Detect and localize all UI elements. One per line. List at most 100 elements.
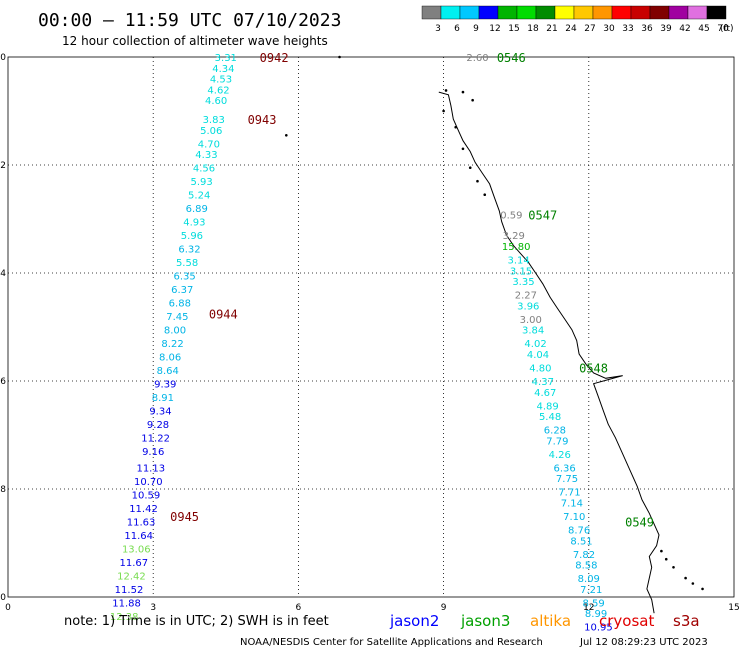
wave-height-label: 7.45 xyxy=(166,312,188,323)
wave-height-label: 8.06 xyxy=(159,353,181,364)
wave-height-label: 11.67 xyxy=(120,558,149,569)
wave-height-label: 4.26 xyxy=(549,450,571,461)
x-tick-label: 12 xyxy=(583,603,594,613)
wave-height-label: 4.02 xyxy=(524,339,546,350)
colorbar-swatch xyxy=(649,5,670,20)
wave-height-label: 4.53 xyxy=(210,75,232,86)
chart-title: 00:00 – 11:59 UTC 07/10/2023 xyxy=(38,10,341,31)
colorbar-tick-label: 27 xyxy=(584,24,595,34)
colorbar-swatch xyxy=(478,5,499,20)
wave-height-label: 8.99 xyxy=(585,609,607,620)
wave-height-label: 13.06 xyxy=(122,544,151,555)
footer-timestamp: Jul 12 08:29:23 UTC 2023 xyxy=(579,637,708,648)
wave-height-label: 5.06 xyxy=(200,126,222,137)
wave-height-label: 8.64 xyxy=(157,366,179,377)
wave-height-label: 6.37 xyxy=(171,285,193,296)
x-tick-label: 6 xyxy=(296,603,302,613)
wave-height-label: 9.16 xyxy=(142,447,164,458)
orbit-time-label: 0944 xyxy=(209,308,238,322)
wave-height-label: 8.51 xyxy=(570,536,592,547)
colorbar-swatch xyxy=(630,5,651,20)
colorbar-swatch xyxy=(421,5,442,20)
y-tick-label: -10 xyxy=(0,593,6,603)
wave-height-label: 8.09 xyxy=(578,574,600,585)
wave-height-label: 5.96 xyxy=(181,231,203,242)
wave-height-label: 2.27 xyxy=(515,291,537,302)
wave-height-label: 7.75 xyxy=(556,474,578,485)
wave-height-label: 4.62 xyxy=(207,85,229,96)
wave-height-label: 12.42 xyxy=(117,571,146,582)
island-mark xyxy=(338,55,341,59)
wave-height-label: 7.10 xyxy=(563,512,585,523)
mission-legend: jason2 jason3 altika cryosat s3a xyxy=(389,612,700,630)
island-mark xyxy=(468,166,472,169)
wave-height-label: 0.59 xyxy=(500,211,522,222)
grid-lines xyxy=(8,57,734,597)
orbit-time-label: 0548 xyxy=(579,362,608,376)
colorbar-tick-label: 30 xyxy=(603,24,615,34)
colorbar-swatch xyxy=(440,5,461,20)
footer-note: note: 1) Time is in UTC; 2) SWH is in fe… xyxy=(64,614,329,629)
wave-height-label: 3.96 xyxy=(517,301,539,312)
colorbar-tick-label: 3 xyxy=(435,24,441,34)
colorbar-tick-label: 24 xyxy=(565,24,577,34)
colorbar-swatch xyxy=(554,5,575,20)
island-mark xyxy=(483,193,487,196)
mission-legend-s3a: s3a xyxy=(673,612,700,630)
wave-height-label: 7.82 xyxy=(573,550,595,561)
orbit-time-label: 0549 xyxy=(625,515,654,529)
wave-height-label: 11.52 xyxy=(115,585,144,596)
plot-area: 3.314.344.534.624.60 3.835.06 4.704.33 4.56… xyxy=(0,51,740,634)
wave-height-label: 4.60 xyxy=(205,96,227,107)
y-tick-label: -6 xyxy=(0,377,6,387)
wave-height-label: 4.56 xyxy=(193,164,215,175)
wave-height-label: 5.58 xyxy=(176,258,198,269)
coastline-path xyxy=(438,91,660,614)
colorbar-swatch xyxy=(706,5,727,20)
wave-height-label: 9.28 xyxy=(147,420,169,431)
x-tick-label: 0 xyxy=(5,603,11,613)
wave-height-label: 6.32 xyxy=(178,245,200,256)
colorbar-swatch xyxy=(459,5,480,20)
wave-height-label: 8.91 xyxy=(152,393,174,404)
x-tick-label: 9 xyxy=(441,603,447,613)
wave-height-label: 8.59 xyxy=(583,598,605,609)
y-tick-label: -4 xyxy=(0,269,6,279)
wave-height-label: 3.84 xyxy=(522,326,544,337)
x-axis-ticks: 0 3 6 9 12 15 xyxy=(5,603,740,613)
orbit-time-label: 0943 xyxy=(248,113,277,127)
colorbar-tick-label: 45 xyxy=(698,24,709,34)
wave-height-label: 4.04 xyxy=(527,350,549,361)
island-mark xyxy=(454,125,458,129)
wave-height-label: 6.89 xyxy=(186,204,208,215)
wave-height-label: 4.37 xyxy=(532,377,554,388)
island-mark xyxy=(461,90,465,94)
island-mark xyxy=(684,576,687,580)
time-labels: 0942 0943 0944 0945 0546 0547 0548 0549 xyxy=(170,51,654,529)
wave-height-label: 8.58 xyxy=(575,561,597,572)
wave-height-label: 7.14 xyxy=(561,499,583,510)
colorbar-swatch xyxy=(573,5,594,20)
colorbar-swatch xyxy=(535,5,556,20)
mission-legend-jason3: jason3 xyxy=(460,612,510,630)
wave-height-label: 10.95 xyxy=(584,623,613,634)
wave-height-label: 6.36 xyxy=(553,463,575,474)
colorbar-tick-label: 70 xyxy=(717,24,729,34)
wave-height-label: 6.88 xyxy=(169,299,191,310)
wave-height-label: 11.64 xyxy=(124,531,153,542)
colorbar-tick-label: 39 xyxy=(660,24,672,34)
orbit-time-label: 0945 xyxy=(170,510,199,524)
mission-legend-cryosat: cryosat xyxy=(599,612,654,630)
wave-height-label: 3.35 xyxy=(512,277,534,288)
island-mark xyxy=(701,587,704,591)
wave-height-label: 6.35 xyxy=(174,272,196,283)
plot-frame xyxy=(7,56,735,598)
wave-height-label: 11.13 xyxy=(136,463,165,474)
colorbar-swatch xyxy=(592,5,613,20)
wave-height-label: 15.80 xyxy=(502,242,531,253)
colorbar-swatch xyxy=(687,5,708,20)
colorbar-tick-label: 36 xyxy=(641,24,653,34)
colorbar-tick-label: 9 xyxy=(473,24,479,34)
wave-height-label: 3.14 xyxy=(507,256,529,267)
wave-height-label: 9.34 xyxy=(149,407,171,418)
